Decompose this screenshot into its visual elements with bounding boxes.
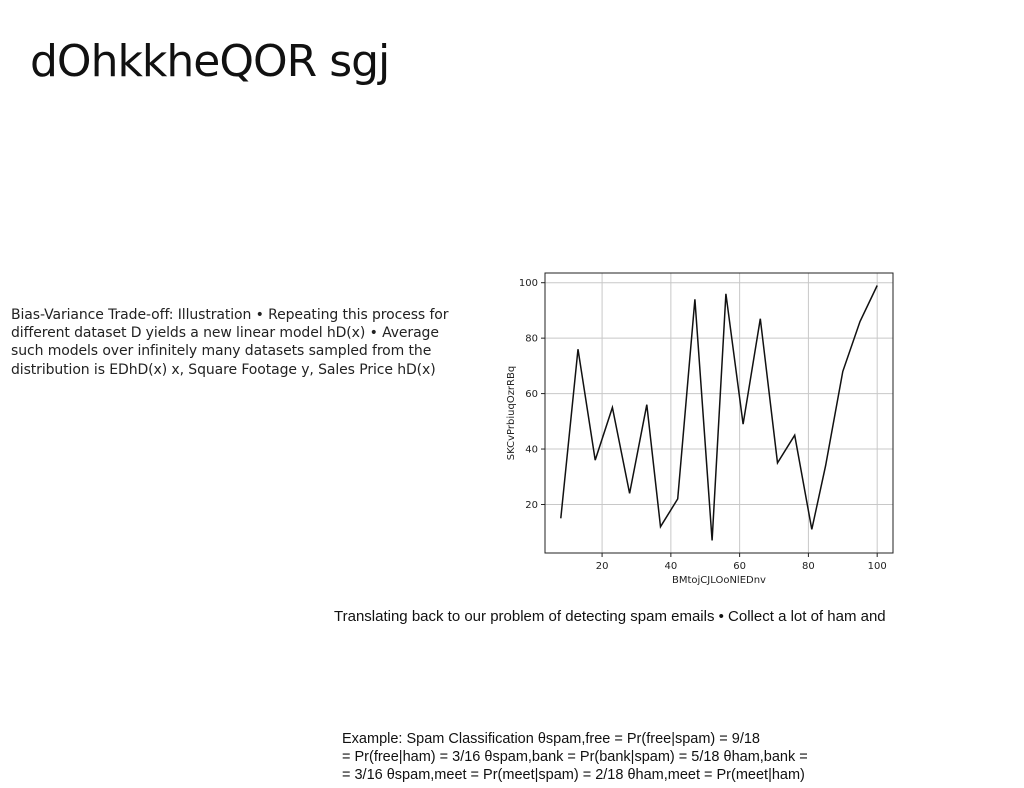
example-line: = Pr(free|ham) = 3/16 θspam,bank = Pr(ba… — [342, 748, 902, 766]
x-tick-label: 40 — [664, 561, 677, 572]
y-tick-label: 40 — [525, 445, 538, 456]
x-tick-label: 60 — [733, 561, 746, 572]
caption-text: Translating back to our problem of detec… — [334, 606, 886, 628]
slide-title: dOhkkheQOR sgj — [30, 32, 389, 92]
x-tick-label: 80 — [802, 561, 815, 572]
y-axis-label: SKCvPrbiuqOzrRBq — [506, 366, 517, 460]
y-tick-label: 20 — [525, 500, 538, 511]
x-axis-label: BMtojCJLOoNlEDnv — [672, 575, 766, 586]
line-chart: 20 40 60 80 100 20 40 60 80 100 BMtojCJLOoNlEDnv … — [500, 262, 910, 592]
example-line: Example: Spam Classification θspam,free … — [342, 730, 902, 748]
series-line — [561, 286, 877, 541]
y-tick-label: 60 — [525, 389, 538, 400]
body-text: Bias-Variance Trade-off: Illustration • … — [11, 306, 461, 379]
x-tick-label: 100 — [868, 561, 887, 572]
example-block: Example: Spam Classification θspam,free … — [342, 730, 902, 784]
x-tick-label: 20 — [596, 561, 609, 572]
chart-ticks: 20 40 60 80 100 20 40 60 80 100 — [519, 278, 887, 572]
example-line: = 3/16 θspam,meet = Pr(meet|spam) = 2/18… — [342, 766, 902, 784]
y-tick-label: 80 — [525, 334, 538, 345]
y-tick-label: 100 — [519, 278, 538, 289]
chart-svg: 20 40 60 80 10020406080100 BMtojCJLOoNlEDnv … — [500, 262, 910, 592]
